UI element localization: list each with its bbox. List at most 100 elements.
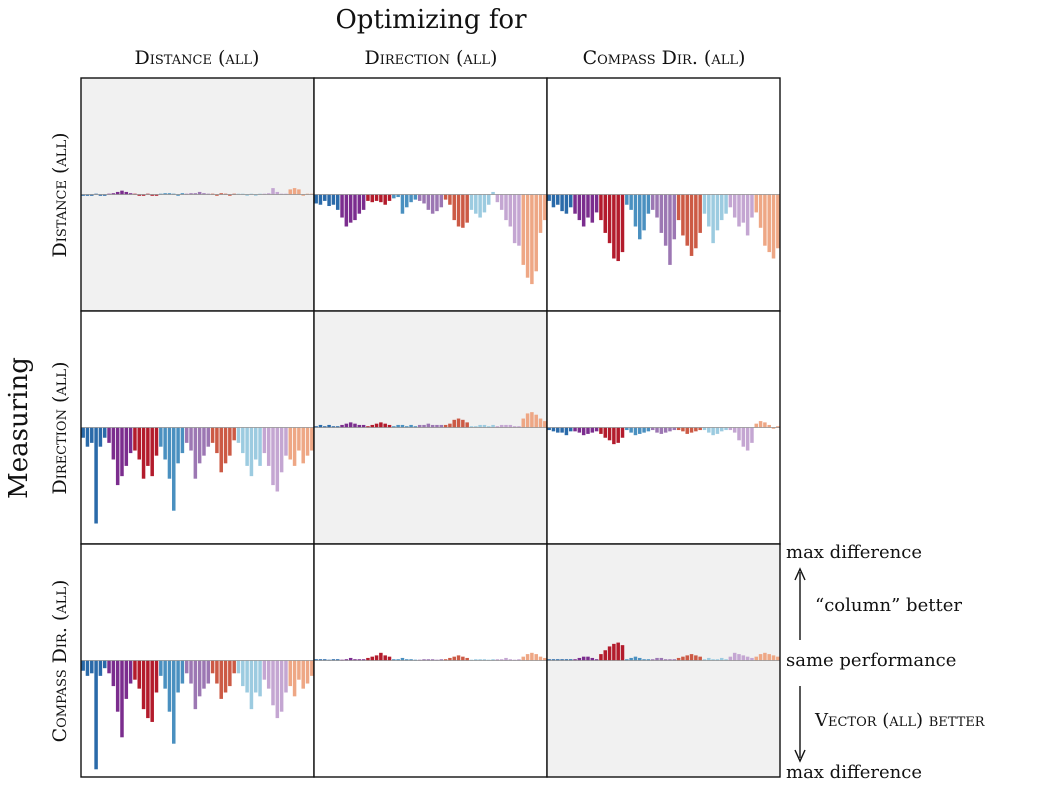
bar [745, 427, 750, 451]
bar [551, 659, 556, 661]
panel-grid [80, 77, 781, 778]
bar [758, 421, 763, 428]
bar [180, 427, 185, 454]
row-label-3: Compass Dir. (all) [49, 580, 71, 743]
bar [698, 194, 702, 233]
bar [465, 422, 469, 428]
bar [616, 427, 620, 443]
bar [681, 194, 685, 236]
bar [530, 652, 534, 661]
bar [745, 656, 750, 661]
bar [642, 427, 646, 433]
bar [279, 427, 284, 473]
bar [495, 194, 500, 203]
bar [763, 652, 767, 661]
bar [172, 427, 176, 511]
bar [707, 657, 711, 661]
bar [711, 659, 715, 661]
bar [603, 427, 607, 438]
bar [361, 424, 366, 428]
bar [568, 659, 573, 661]
bar [504, 194, 508, 221]
bar [594, 659, 599, 661]
bar [176, 660, 180, 693]
bar [525, 654, 530, 661]
bar [607, 427, 612, 441]
bar [223, 427, 228, 464]
bar [146, 660, 150, 719]
panel-r3-c2 [313, 543, 548, 778]
bar [405, 426, 409, 428]
bar [422, 424, 426, 428]
bar [452, 419, 456, 428]
bar [426, 194, 431, 210]
bar [694, 194, 698, 249]
bar [685, 427, 689, 434]
panel-r1-c3 [546, 77, 781, 312]
bar [422, 659, 426, 661]
bar [478, 194, 482, 218]
bar [508, 659, 513, 661]
bar [435, 424, 439, 428]
bar [586, 194, 590, 218]
bar [370, 656, 374, 661]
bar [551, 427, 556, 432]
bar [702, 194, 707, 214]
bar [310, 427, 314, 451]
bar [763, 194, 767, 246]
bar [456, 655, 461, 661]
bar [776, 656, 780, 661]
bar [452, 194, 456, 221]
bar [443, 194, 448, 200]
legend-up-arrow-icon [794, 567, 806, 581]
bar [288, 189, 293, 195]
bar [435, 194, 439, 212]
bar [577, 657, 582, 661]
bar [668, 427, 672, 432]
bar [694, 427, 698, 432]
bar [146, 427, 150, 466]
bar [163, 427, 167, 460]
bar [616, 642, 620, 661]
bar [724, 427, 728, 431]
bar [253, 660, 258, 693]
bar [85, 194, 90, 196]
bar [137, 427, 141, 460]
bar [232, 427, 236, 441]
bar [474, 659, 478, 661]
bar [223, 660, 228, 693]
bar [659, 657, 664, 661]
bar [193, 427, 198, 479]
bar [495, 659, 500, 661]
bar [486, 194, 491, 205]
bar [197, 191, 202, 195]
bar [266, 427, 271, 466]
bar [409, 194, 413, 203]
bar [115, 660, 120, 712]
bar [581, 656, 586, 661]
bar [128, 427, 133, 454]
legend: max difference “column” better same perf… [786, 542, 986, 783]
bar [409, 424, 413, 428]
bar [331, 194, 336, 205]
bar [737, 194, 741, 227]
bar [538, 656, 543, 661]
bar [625, 659, 629, 661]
bar [668, 659, 672, 661]
bar [694, 655, 698, 661]
bar [422, 194, 426, 204]
bar [297, 427, 301, 451]
bar [474, 194, 478, 214]
bar [517, 194, 521, 246]
bar [115, 427, 120, 486]
bar [512, 426, 517, 428]
bar [405, 194, 409, 208]
bar [707, 194, 711, 227]
bar [90, 194, 94, 196]
bar [469, 426, 474, 428]
bar [150, 194, 154, 196]
bar [556, 194, 560, 205]
bar [271, 188, 275, 195]
bar [478, 424, 482, 428]
bar [215, 194, 219, 196]
